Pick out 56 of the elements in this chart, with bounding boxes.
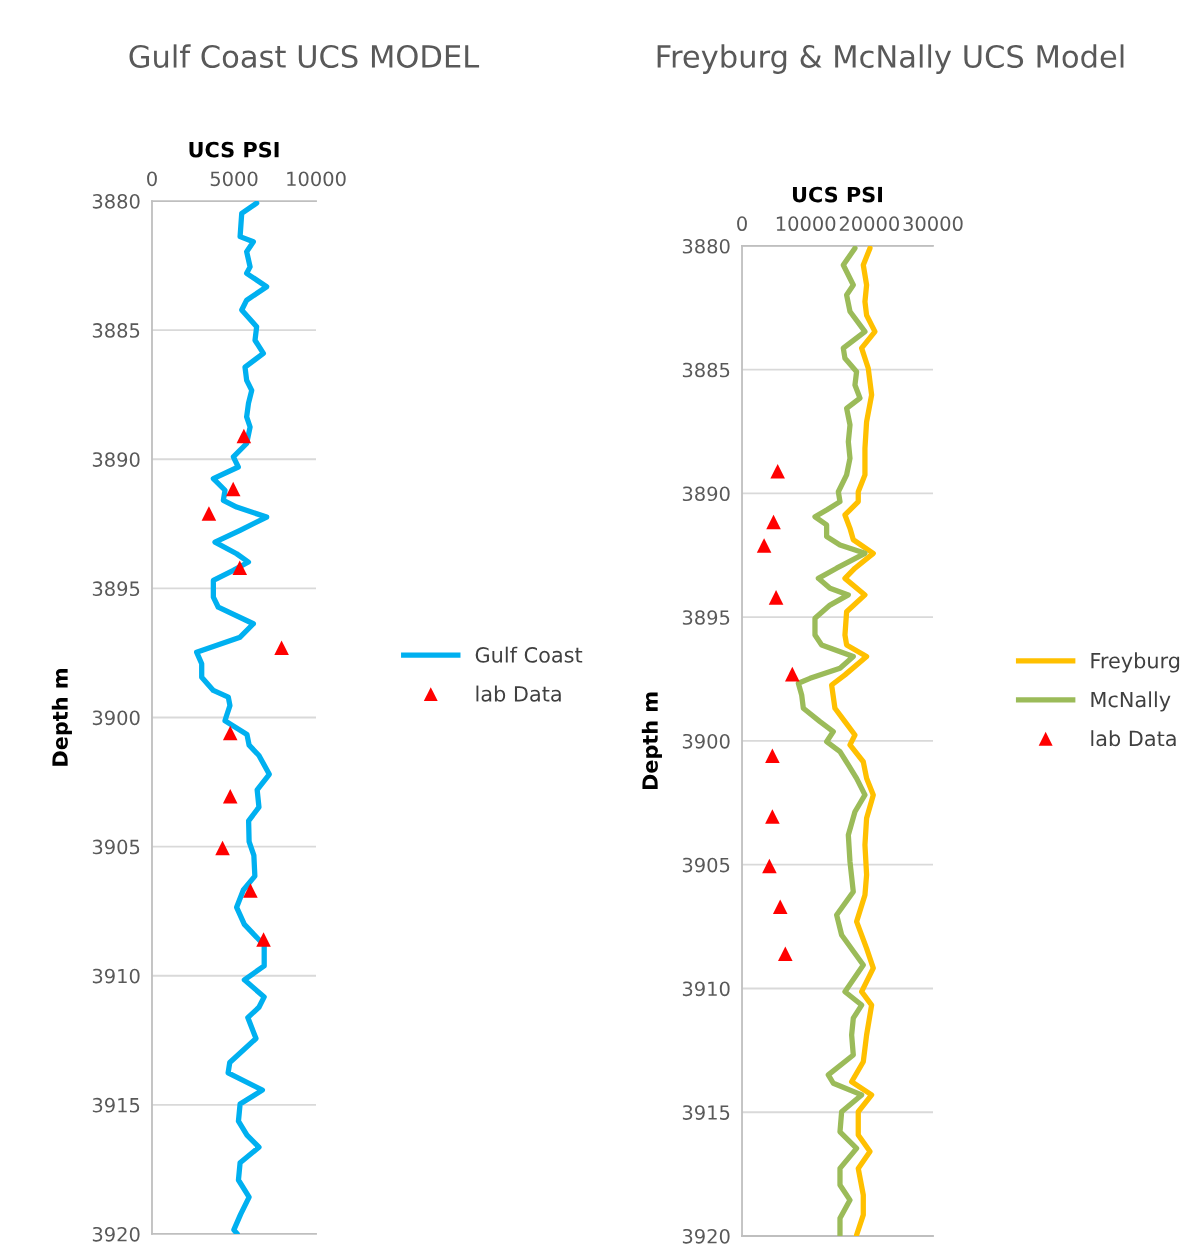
x-tick-label: 5000 xyxy=(210,171,258,187)
legend-label: lab Data xyxy=(476,685,561,702)
point xyxy=(770,463,785,479)
y-tick-label: 3915 xyxy=(682,1105,730,1120)
point xyxy=(225,481,241,497)
point xyxy=(243,883,258,898)
legend-label: lab Data xyxy=(1091,730,1176,747)
y-tick-label: 3920 xyxy=(92,1226,140,1242)
chart-title: Freyburg & McNally UCS Model xyxy=(657,44,1124,74)
y-tick-label: 3880 xyxy=(682,238,730,254)
x-axis-title: UCS PSI xyxy=(792,186,883,203)
point xyxy=(236,428,252,444)
point xyxy=(215,840,230,856)
y-axis-title: Depth m xyxy=(51,669,72,766)
point xyxy=(201,506,217,521)
x-tick-label: 20000 xyxy=(839,216,899,232)
y-tick-label: 3905 xyxy=(682,857,730,873)
point xyxy=(756,538,772,553)
legend-label: McNally xyxy=(1091,691,1171,712)
x-tick-label: 10000 xyxy=(776,216,836,232)
point xyxy=(785,666,800,682)
legend-label: Gulf Coast xyxy=(475,646,583,663)
y-tick-label: 3890 xyxy=(92,452,140,467)
chart-title: Gulf Coast UCS MODEL xyxy=(129,44,480,68)
point xyxy=(772,899,788,915)
y-axis-title: Depth m xyxy=(641,692,662,790)
y-tick-label: 3880 xyxy=(92,193,140,209)
y-tick-label: 3900 xyxy=(682,733,730,749)
point xyxy=(765,748,780,764)
point xyxy=(222,788,238,804)
point xyxy=(768,590,784,605)
y-tick-label: 3895 xyxy=(682,610,730,625)
x-axis-title: UCS PSI xyxy=(189,141,279,158)
x-tick-label: 30000 xyxy=(903,216,963,232)
point xyxy=(256,932,271,947)
y-tick-label: 3905 xyxy=(92,839,140,855)
point xyxy=(765,809,780,824)
y-tick-label: 3890 xyxy=(682,486,730,502)
y-tick-label: 3920 xyxy=(682,1228,730,1244)
legend-label: Freyburg xyxy=(1091,652,1180,673)
y-tick-label: 3915 xyxy=(92,1097,140,1113)
y-tick-label: 3885 xyxy=(92,323,140,338)
x-tick-label: 0 xyxy=(737,216,747,232)
point xyxy=(778,946,793,962)
point xyxy=(274,640,289,656)
x-tick-label: 10000 xyxy=(287,171,346,187)
x-tick-label: 0 xyxy=(147,171,157,187)
y-tick-label: 3885 xyxy=(682,362,730,378)
y-tick-label: 3900 xyxy=(92,710,140,726)
point xyxy=(232,560,248,576)
y-tick-label: 3910 xyxy=(682,981,730,997)
point xyxy=(762,858,777,874)
point xyxy=(222,725,238,741)
y-tick-label: 3895 xyxy=(92,581,140,597)
point xyxy=(766,514,781,530)
y-tick-label: 3910 xyxy=(92,968,140,984)
